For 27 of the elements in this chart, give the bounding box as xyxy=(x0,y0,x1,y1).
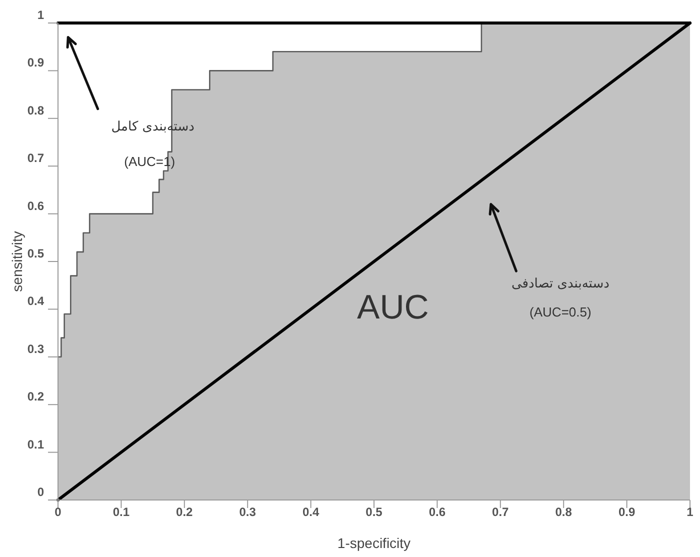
annotation: دسته‌بندی تصادفی xyxy=(511,276,610,292)
y-tick-label: 0.7 xyxy=(27,151,44,166)
annotation: (AUC=0.5) xyxy=(530,304,592,320)
x-tick-label: 0.3 xyxy=(239,505,256,519)
x-axis-title: 1-specificity xyxy=(337,535,411,551)
y-tick-label: 1 xyxy=(37,8,44,22)
x-tick-label: 0.2 xyxy=(176,505,194,519)
y-tick-label: 0.1 xyxy=(27,437,44,452)
y-tick-label: 0.3 xyxy=(27,342,44,356)
x-tick-label: 0.7 xyxy=(492,505,510,519)
x-tick-label: 0 xyxy=(54,505,62,519)
y-tick-label: 0 xyxy=(37,485,44,499)
x-tick-label: 0.8 xyxy=(555,505,572,519)
y-axis-title: sensitivity xyxy=(9,231,25,292)
y-tick-label: 0.6 xyxy=(27,198,44,213)
x-tick-label: 0.4 xyxy=(302,505,320,519)
y-tick-label: 0.4 xyxy=(27,294,44,308)
annotation: AUC xyxy=(357,288,429,327)
x-tick-label: 0.6 xyxy=(428,505,446,519)
y-tick-label: 0.5 xyxy=(27,246,44,260)
y-tick-label: 0.8 xyxy=(27,103,44,118)
x-tick-label: 0.9 xyxy=(618,505,636,519)
x-tick-label: 0.5 xyxy=(366,505,383,519)
x-tick-label: 0.1 xyxy=(112,505,130,519)
y-tick-label: 0.2 xyxy=(27,390,44,404)
y-tick-label: 0.9 xyxy=(27,56,44,70)
x-tick-label: 1 xyxy=(686,505,694,519)
